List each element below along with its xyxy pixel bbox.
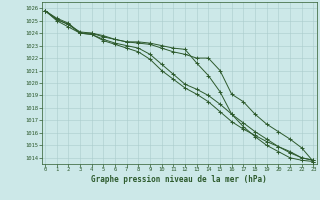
X-axis label: Graphe pression niveau de la mer (hPa): Graphe pression niveau de la mer (hPa) bbox=[91, 175, 267, 184]
